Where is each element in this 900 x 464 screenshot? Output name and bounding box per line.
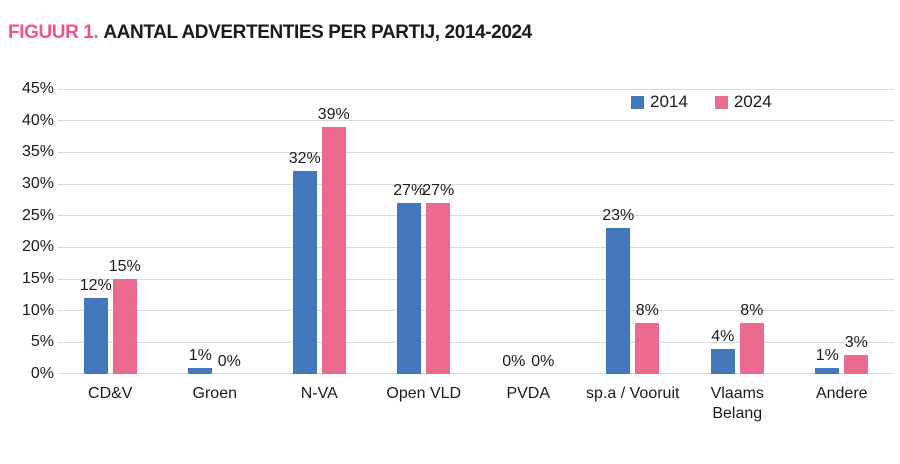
x-cell: N-VA [267,384,372,424]
bar-group: 4% 8% [685,89,790,374]
x-category-label: PVDA [506,385,551,402]
bar-group: 32% 39% [267,89,372,374]
x-axis-labels: CD&V Groen N-VA Open VLD PVDA sp.a / Vooruit V… [58,384,894,424]
x-category-label: Open VLD [386,385,462,402]
gridline [58,215,894,217]
bar-value-label: 39% [317,106,350,123]
bar-value-label: 3% [844,334,868,351]
x-cell: sp.a / Vooruit [581,384,686,424]
gridline [58,183,894,185]
x-cell: PVDA [476,384,581,424]
bar-group: 23% 8% [581,89,686,374]
bar-value-label: 23% [602,207,635,225]
bar-value-label: 8% [740,302,764,320]
bar-value-label: 0% [217,353,241,370]
y-tick-label: 25% [21,206,54,224]
figure-title-prefix: FIGUUR 1. [8,22,99,43]
bar-2024: 39% [318,106,350,374]
y-tick-label: 5% [30,333,54,351]
bar-2024: 8% [739,302,764,374]
x-category-label: sp.a / Vooruit [586,385,680,402]
gridline [58,120,894,122]
gridline [58,373,894,374]
legend-item: 2024 [714,92,772,111]
figure-title-text: AANTAL ADVERTENTIES PER PARTIJ, 2014-202… [103,22,532,43]
bar-value-label: 12% [79,277,112,294]
bar-2024: 27% [422,182,454,374]
bar-value-label: 8% [635,302,659,320]
legend-item: 2014 [631,93,688,111]
bar-2014: 32% [289,150,321,374]
y-tick-label: 35% [21,143,54,161]
gridline [58,341,894,343]
x-cell: Andere [790,384,895,424]
bar-2014: 1% [815,347,840,374]
bar-value-label: 27% [393,182,426,199]
gridline [58,246,894,248]
x-category-label: Andere [815,385,868,402]
gridline [58,278,894,280]
bar-2014: 23% [602,207,634,374]
bar-value-label: 15% [108,258,141,275]
x-cell: Groen [163,384,268,424]
legend-swatch-2014 [631,95,644,109]
y-tick-label: 15% [21,270,54,287]
bar-value-label: 0% [531,353,555,370]
bar-2014: 4% [710,328,735,374]
bar-2024: 8% [635,302,660,374]
bar-group: 27% 27% [372,89,477,374]
plot-area: 12% 15% 1% 0% 32% 39% 27% 27% 0% 0% 23% 8% 4% 8% 1% 3% [58,88,895,374]
y-tick-label: 30% [21,175,54,192]
figure-title: FIGUUR 1. AANTAL ADVERTENTIES PER PARTIJ,… [8,22,532,44]
x-category-label: N-VA [300,385,338,402]
bar-value-label: 4% [711,327,735,345]
bar-2014: 12% [80,277,112,374]
bar-2024: 15% [109,258,141,374]
bar-group: 0% 0% [476,89,581,374]
gridline [58,151,894,153]
bar-group: 1% 3% [790,89,895,374]
y-tick-label: 20% [21,238,54,256]
bar-value-label: 27% [422,182,455,199]
bar-group: 12% 15% [58,89,163,374]
gridline [58,310,894,312]
bar-value-label: 1% [188,346,212,364]
bar-2024: 3% [844,334,869,374]
x-cell: Vlaams Belang [685,384,790,424]
bar-group: 1% 0% [163,89,268,374]
x-category-label: CD&V [88,385,133,402]
y-tick-label: 0% [30,365,54,382]
legend: 2014 2024 [631,93,772,111]
y-tick-label: 10% [21,301,54,319]
x-category-label: Vlaams Belang [710,385,764,422]
legend-swatch-2024 [714,95,728,109]
y-tick-label: 45% [21,80,54,97]
x-category-label: Groen [192,385,237,402]
bar-value-label: 1% [815,346,839,364]
legend-label: 2024 [733,92,772,111]
bar-2014: 1% [188,347,213,374]
bar-value-label: 0% [502,353,526,370]
legend-label: 2014 [650,92,688,111]
y-tick-label: 40% [21,111,54,129]
x-cell: CD&V [58,384,163,424]
gridline [58,88,894,90]
y-axis-labels: 0% 5% 10% 15% 20% 25% 30% 35% 40% 45% [0,80,54,382]
bar-2014: 27% [393,182,425,374]
x-cell: Open VLD [372,384,477,424]
bar-value-label: 32% [288,150,321,168]
